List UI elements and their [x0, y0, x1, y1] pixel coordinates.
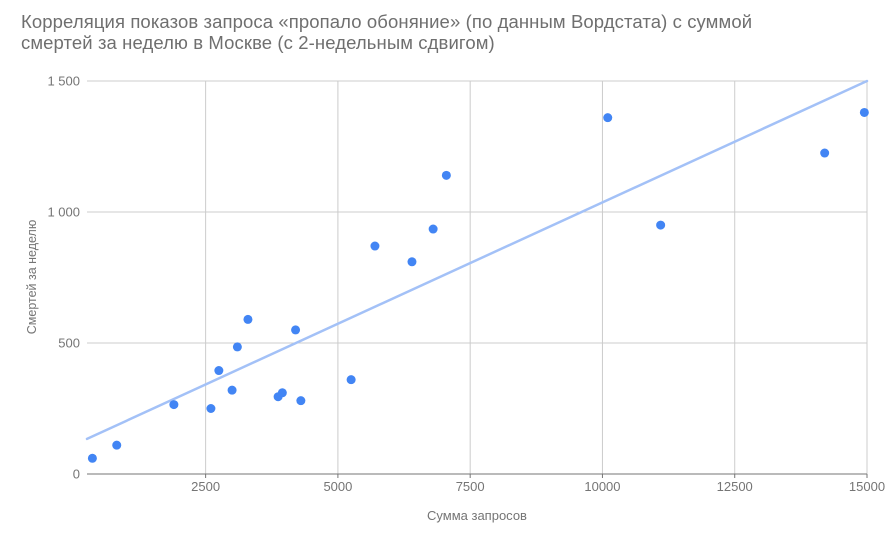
y-tick-label: 0 [73, 467, 80, 482]
chart-title: Корреляция показов запроса «пропало обон… [21, 11, 752, 53]
y-axis-title: Смертей за неделю [25, 219, 39, 335]
data-point[interactable] [859, 107, 869, 117]
data-point[interactable] [603, 113, 613, 123]
data-point[interactable] [169, 400, 179, 410]
chart-title-line2: смертей за неделю в Москве (с 2-недельны… [21, 32, 495, 53]
data-point[interactable] [346, 375, 356, 385]
data-point[interactable] [441, 170, 451, 180]
data-point[interactable] [277, 388, 287, 398]
data-point[interactable] [820, 148, 830, 158]
x-axis-title: Сумма запросов [427, 508, 527, 523]
x-tick-label: 5000 [323, 479, 352, 494]
chart-title-line1: Корреляция показов запроса «пропало обон… [21, 11, 753, 32]
x-tick-label: 7500 [456, 479, 485, 494]
y-tick-label: 500 [58, 336, 80, 351]
x-tick-label: 15000 [849, 479, 885, 494]
data-point[interactable] [370, 241, 380, 251]
data-point[interactable] [214, 366, 224, 376]
x-tick-label: 12500 [717, 479, 753, 494]
data-point[interactable] [227, 385, 237, 395]
data-point[interactable] [232, 342, 242, 352]
y-tick-label: 1 500 [47, 74, 80, 89]
data-point[interactable] [112, 440, 122, 450]
data-point[interactable] [291, 325, 301, 335]
data-point[interactable] [243, 314, 253, 324]
x-tick-label: 2500 [191, 479, 220, 494]
data-point[interactable] [656, 220, 666, 230]
x-tick-label: 10000 [584, 479, 620, 494]
data-point[interactable] [428, 224, 438, 234]
data-point[interactable] [206, 404, 216, 413]
y-tick-label: 1 000 [47, 205, 80, 220]
data-point[interactable] [296, 396, 306, 406]
data-point[interactable] [407, 257, 417, 267]
data-point[interactable] [87, 453, 97, 463]
trendline [85, 79, 869, 441]
